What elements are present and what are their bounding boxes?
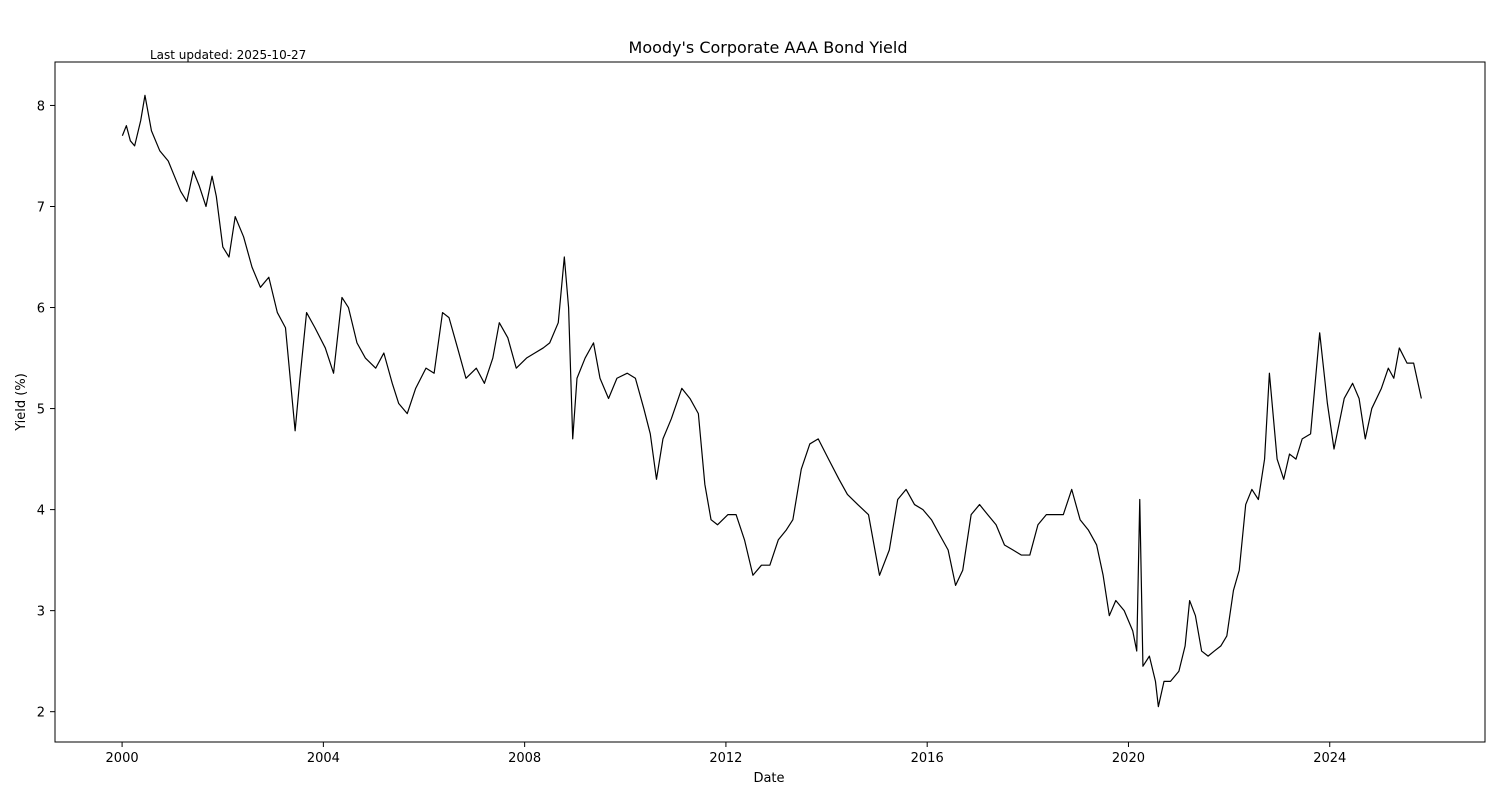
- y-axis-label: Yield (%): [14, 373, 29, 432]
- plot-area: [121, 94, 1422, 708]
- x-axis: 2000 2004 2008 2012 2016 2020 2024: [106, 742, 1346, 766]
- y-tick-label-6: 6: [37, 302, 45, 317]
- series-line-0: [121, 94, 1422, 708]
- x-axis-label: Date: [753, 771, 784, 786]
- y-tick-label-2: 2: [37, 706, 45, 721]
- chart-title: Moody's Corporate AAA Bond Yield: [629, 38, 908, 57]
- x-tick-label-2020: 2020: [1112, 751, 1145, 766]
- y-tick-label-3: 3: [37, 605, 45, 620]
- x-tick-label-2004: 2004: [307, 751, 340, 766]
- x-tick-label-2024: 2024: [1313, 751, 1346, 766]
- last-updated-annotation: Last updated: 2025-10-27: [150, 48, 306, 62]
- x-tick-label-2012: 2012: [709, 751, 742, 766]
- y-tick-label-7: 7: [37, 200, 45, 215]
- x-tick-label-2016: 2016: [911, 751, 944, 766]
- y-tick-label-4: 4: [37, 504, 45, 519]
- x-tick-label-2008: 2008: [508, 751, 541, 766]
- plot-frame: [54, 61, 1486, 743]
- x-tick-label-2000: 2000: [106, 751, 139, 766]
- y-tick-label-8: 8: [37, 99, 45, 114]
- y-axis: 2 3 4 5 6 7 8: [37, 99, 55, 721]
- y-tick-label-5: 5: [37, 403, 45, 418]
